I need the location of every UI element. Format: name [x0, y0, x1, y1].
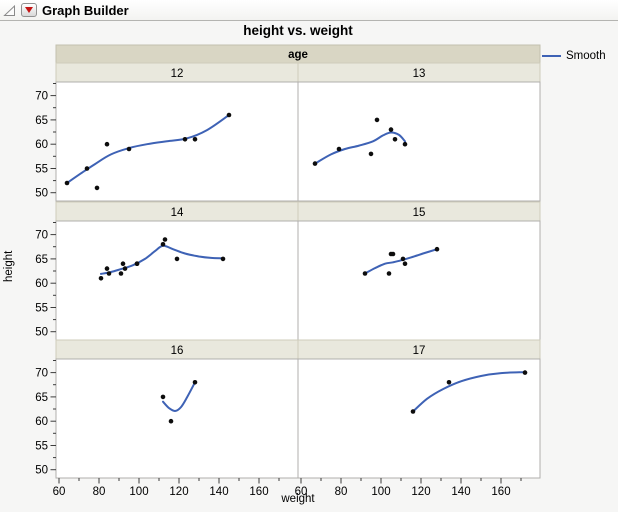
facet-header-label-13: 13	[413, 68, 426, 80]
y-tick-label: 55	[35, 303, 48, 315]
disclosure-triangle-icon[interactable]	[3, 4, 17, 18]
data-point-age-12[interactable]	[182, 137, 188, 142]
facet-header-label-16: 16	[171, 345, 184, 357]
data-point-age-13[interactable]	[312, 161, 318, 166]
data-point-age-12[interactable]	[226, 112, 232, 118]
data-point-age-12[interactable]	[104, 141, 110, 147]
facet-header-label-15: 15	[413, 207, 426, 219]
plot-panel-age-16[interactable]	[55, 358, 299, 479]
data-point-age-17[interactable]	[410, 409, 416, 414]
data-point-age-16[interactable]	[168, 418, 174, 424]
data-point-age-15[interactable]	[386, 271, 392, 276]
data-point-age-13[interactable]	[368, 151, 374, 157]
smooth-line-age-13[interactable]	[314, 131, 406, 165]
x-tick-label: 80	[93, 486, 106, 498]
data-point-age-14[interactable]	[120, 261, 126, 266]
facet-header-label-12: 12	[171, 68, 184, 80]
data-point-age-13[interactable]	[336, 146, 342, 152]
x-tick-label: 160	[491, 486, 510, 498]
y-tick-label: 65	[35, 392, 48, 404]
data-point-age-12[interactable]	[64, 180, 70, 186]
legend-label: Smooth	[566, 50, 606, 62]
data-point-age-12[interactable]	[126, 146, 132, 152]
x-tick-label: 60	[295, 486, 308, 498]
smooth-line-age-16[interactable]	[162, 381, 196, 412]
data-point-age-12[interactable]	[94, 185, 100, 191]
y-tick-label: 50	[35, 327, 48, 339]
data-point-age-16[interactable]	[160, 394, 166, 400]
y-tick-label: 60	[35, 278, 48, 290]
x-tick-label: 140	[451, 486, 470, 498]
y-tick-label: 65	[35, 115, 48, 127]
plot-panel-age-14[interactable]	[55, 220, 299, 341]
y-tick-label: 70	[35, 368, 48, 380]
smooth-line-age-14[interactable]	[100, 244, 224, 275]
data-point-age-14[interactable]	[220, 256, 226, 262]
facet-header-label-17: 17	[413, 345, 426, 357]
data-point-age-15[interactable]	[402, 261, 408, 266]
smooth-legend-swatch	[542, 54, 561, 58]
data-point-age-14[interactable]	[122, 266, 128, 271]
data-point-age-12[interactable]	[84, 166, 90, 171]
y-tick-label: 65	[35, 254, 48, 266]
x-axis-title: weight	[281, 493, 315, 505]
smooth-line-age-15[interactable]	[364, 248, 438, 275]
x-tick-label: 160	[249, 486, 268, 498]
chart-title: height vs. weight	[243, 23, 353, 38]
y-axis-title: height	[3, 250, 15, 282]
red-triangle-menu-button[interactable]	[21, 3, 37, 17]
data-point-age-15[interactable]	[362, 271, 368, 276]
x-tick-label: 100	[371, 486, 390, 498]
data-point-age-13[interactable]	[402, 141, 408, 147]
red-triangle-icon	[25, 7, 33, 13]
data-point-age-14[interactable]	[162, 237, 168, 242]
graph-canvas: age 12 13 50 55 60 65 70 14 15 50 55 60 65 70 16 17 50 55 6…	[35, 44, 541, 498]
report-titlebar: Graph Builder	[0, 0, 618, 21]
y-tick-label: 70	[35, 91, 48, 103]
legend-item-smooth[interactable]: Smooth	[542, 50, 606, 62]
y-tick-label: 55	[35, 441, 48, 453]
data-point-age-14[interactable]	[106, 271, 112, 276]
plot-panel-age-17[interactable]	[297, 358, 541, 479]
y-tick-label: 50	[35, 465, 48, 477]
data-point-age-15[interactable]	[390, 251, 396, 257]
report-title: Graph Builder	[42, 2, 129, 18]
y-tick-label: 55	[35, 164, 48, 176]
data-point-age-14[interactable]	[118, 271, 124, 276]
data-point-age-15[interactable]	[400, 256, 406, 262]
data-point-age-13[interactable]	[388, 127, 394, 132]
y-tick-label: 70	[35, 230, 48, 242]
plot-panel-age-12[interactable]	[55, 81, 299, 202]
data-point-age-14[interactable]	[174, 256, 180, 262]
smooth-line-age-17[interactable]	[412, 371, 526, 413]
data-point-age-16[interactable]	[192, 380, 198, 385]
x-tick-label: 80	[335, 486, 348, 498]
data-point-age-14[interactable]	[160, 242, 166, 247]
data-point-age-14[interactable]	[98, 276, 104, 281]
x-tick-label: 120	[411, 486, 430, 498]
y-tick-label: 60	[35, 416, 48, 428]
x-tick-label: 60	[53, 486, 66, 498]
data-point-age-17[interactable]	[446, 380, 452, 385]
x-tick-label: 120	[169, 486, 188, 498]
data-point-age-12[interactable]	[192, 137, 198, 142]
data-point-age-13[interactable]	[392, 137, 398, 142]
facet-header-label-14: 14	[171, 207, 184, 219]
plot-panel-age-13[interactable]	[297, 81, 541, 202]
x-tick-label: 100	[129, 486, 148, 498]
facet-band-label: age	[288, 49, 308, 61]
y-tick-label: 50	[35, 188, 48, 200]
data-point-age-14[interactable]	[104, 266, 110, 271]
x-tick-label: 140	[209, 486, 228, 498]
data-point-age-17[interactable]	[522, 370, 528, 375]
data-point-age-15[interactable]	[434, 246, 440, 252]
y-tick-label: 60	[35, 139, 48, 151]
plot-panel-age-15[interactable]	[297, 220, 541, 341]
data-point-age-14[interactable]	[134, 261, 140, 266]
data-point-age-13[interactable]	[374, 117, 380, 123]
